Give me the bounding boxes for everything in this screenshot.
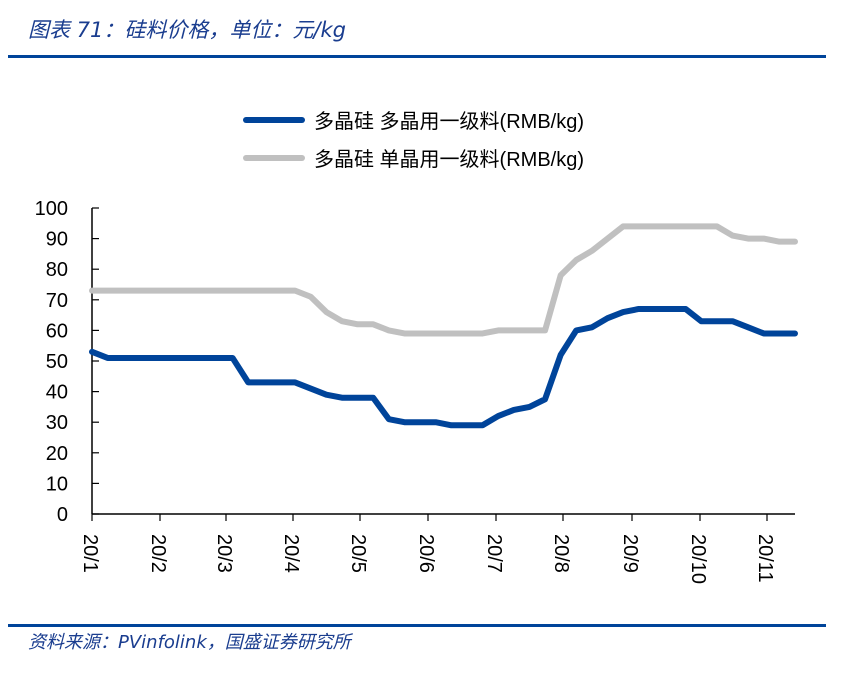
x-tick-label: 20/1 (79, 534, 101, 573)
y-tick-label: 100 (35, 198, 68, 220)
x-tick-label: 20/5 (347, 534, 369, 573)
legend: 多晶硅 多晶用一级料(RMB/kg) 多晶硅 单晶用一级料(RMB/kg) (243, 110, 584, 171)
axes: 0 10 20 30 40 50 60 70 80 90 100 20/1 20/2 20/3 20/4 20… (35, 198, 795, 584)
series-lines (89, 223, 798, 429)
figure-title: 图表 71：硅料价格，单位：元/kg (28, 18, 346, 42)
series-line-2 (89, 223, 798, 337)
legend-label: 多晶硅 多晶用一级料(RMB/kg) (314, 110, 584, 133)
y-tick-label: 40 (46, 382, 68, 404)
x-tick-label: 20/3 (213, 534, 235, 573)
x-tick-label: 20/7 (483, 534, 505, 573)
x-tick-label: 20/11 (754, 534, 776, 583)
y-tick-label: 70 (46, 290, 68, 312)
y-tick-label: 50 (46, 351, 68, 373)
x-tick-label: 20/10 (687, 534, 709, 584)
y-tick-label: 10 (46, 473, 68, 495)
x-tick-label: 20/2 (147, 534, 169, 573)
y-tick-label: 0 (57, 504, 68, 526)
y-tick-label: 80 (46, 259, 68, 281)
source-divider (8, 624, 826, 627)
y-tick-label: 30 (46, 412, 68, 434)
x-tick-label: 20/9 (619, 534, 641, 573)
y-tick-label: 60 (46, 320, 68, 342)
x-tick-label: 20/8 (550, 534, 572, 573)
y-tick-label: 20 (46, 443, 68, 465)
x-tick-label: 20/6 (415, 534, 437, 573)
legend-label: 多晶硅 单晶用一级料(RMB/kg) (314, 148, 584, 171)
y-tick-label: 90 (46, 229, 68, 251)
x-tick-label: 20/4 (280, 534, 302, 573)
series-line-1 (89, 305, 798, 429)
title-divider (8, 55, 826, 58)
source-note: 资料来源：PVinfolink，国盛证券研究所 (28, 632, 351, 653)
